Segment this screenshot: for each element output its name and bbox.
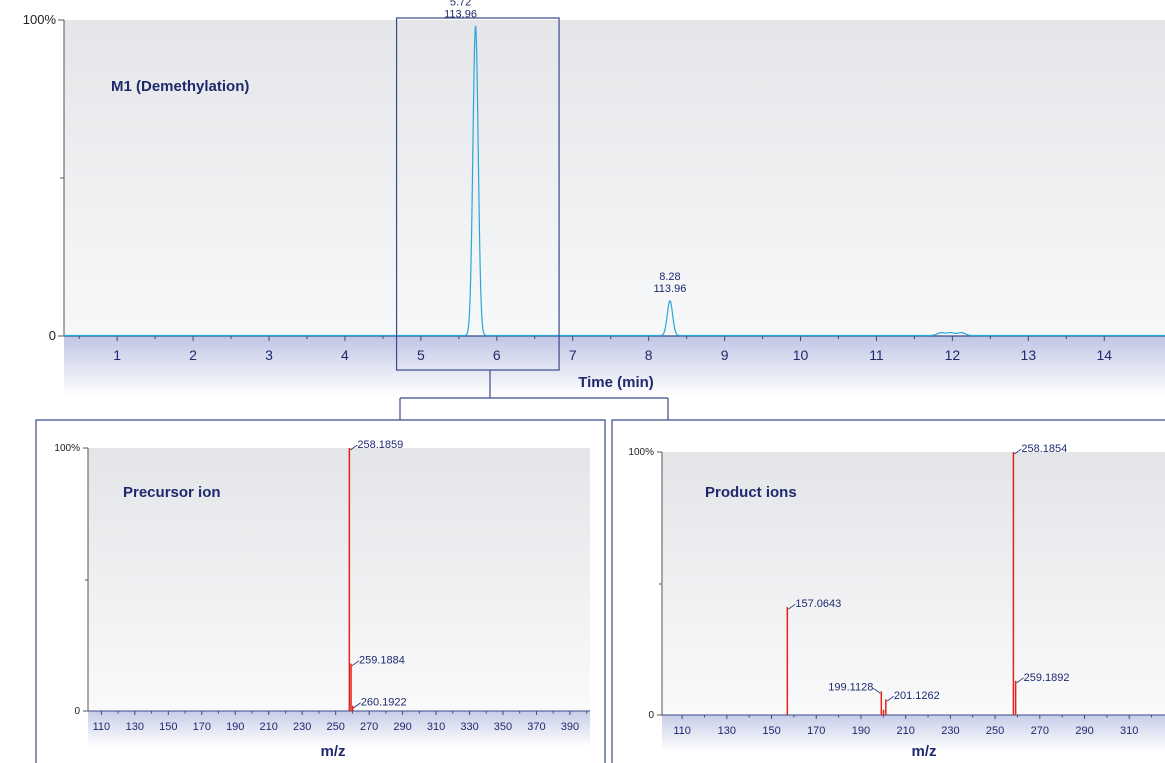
precursor-x-tick-label: 190: [226, 721, 244, 733]
product-x-axis-title: m/z: [911, 743, 936, 760]
product-peak-leader: [1014, 448, 1022, 455]
peak-rt-label: 8.28: [659, 271, 680, 283]
product-x-tick-label: 290: [1075, 725, 1093, 737]
product-peak-leader: [886, 695, 895, 702]
product-peaks: 157.0643 199.1128 201.1262 258.1854 259.1892: [786, 443, 1070, 715]
chromatogram-x-tick-label: 6: [493, 347, 501, 363]
chromatogram-x-tick-label: 7: [569, 347, 577, 363]
precursor-x-tick-label: 150: [159, 721, 177, 733]
precursor-peaks: 258.1859 259.1884 260.1922: [348, 439, 407, 711]
chromatogram-x-tick-label: 14: [1096, 347, 1112, 363]
product-x-tick-label: 310: [1120, 725, 1138, 737]
product-peak-label: 259.1892: [1024, 672, 1070, 684]
product-peak-label: 258.1854: [1021, 443, 1067, 455]
precursor-panel: 100% 0 110 130 150 170 190 210 230 250 270 290 310…: [35, 419, 606, 763]
precursor-title: Precursor ion: [123, 484, 221, 501]
product-panel: 100% 0 110 130 150 170 190 210 230 250 270 290 310…: [611, 419, 1165, 763]
precursor-x-tick-label: 230: [293, 721, 311, 733]
product-x-tick-label: 170: [807, 725, 825, 737]
precursor-axis-band: [88, 711, 590, 747]
product-x-tick-label: 250: [986, 725, 1004, 737]
chromatogram-x-tick-label: 9: [721, 347, 729, 363]
precursor-y-label-top: 100%: [54, 443, 80, 454]
product-peak-label: 157.0643: [795, 598, 841, 610]
product-x-tick-label: 130: [718, 725, 736, 737]
chromatogram-x-axis-title: Time (min): [578, 374, 654, 391]
peak-rt-label: 5.72: [450, 0, 471, 8]
precursor-x-tick-label: 290: [393, 721, 411, 733]
product-x-ticks: 110 130 150 170 190 210 230 250 270 290 310: [673, 715, 1153, 737]
precursor-peak-label: 259.1884: [359, 655, 405, 667]
precursor-x-tick-label: 330: [460, 721, 478, 733]
product-y-label-top: 100%: [628, 447, 654, 458]
chromatogram-x-tick-label: 10: [793, 347, 809, 363]
peak-mz-label: 113.96: [444, 8, 477, 20]
chromatogram-x-tick-label: 1: [113, 347, 121, 363]
product-plot-background: [662, 452, 1165, 715]
peak-mz-label: 113.96: [654, 283, 687, 295]
chromatogram-x-tick-label: 5: [417, 347, 425, 363]
precursor-panel-frame: [35, 419, 606, 763]
chromatogram-axis-band: [64, 336, 1165, 396]
precursor-plot-background: [88, 448, 590, 711]
product-title: Product ions: [705, 484, 797, 501]
precursor-x-tick-label: 250: [326, 721, 344, 733]
selection-connector: [399, 370, 669, 420]
chromatogram-trace: [64, 25, 1165, 337]
chromatogram-panel: 100% 0 1 2 3 4 5 6 7 8 9 10 11 12 13 14 5.72113.968.2…: [23, 0, 1165, 396]
product-y-label-zero: 0: [648, 710, 654, 721]
chromatogram-x-tick-label: 11: [869, 347, 884, 363]
product-x-tick-label: 270: [1031, 725, 1049, 737]
chromatogram-x-tick-label: 12: [945, 347, 961, 363]
precursor-peak-leader: [353, 702, 361, 709]
precursor-x-tick-label: 310: [427, 721, 445, 733]
chromatogram-plot-background: [64, 20, 1165, 336]
product-axis-band: [662, 715, 1165, 751]
precursor-x-tick-label: 350: [494, 721, 512, 733]
product-x-tick-label: 150: [762, 725, 780, 737]
chromatogram-x-tick-label: 13: [1021, 347, 1037, 363]
precursor-peak-leader: [350, 444, 358, 451]
product-panel-frame: [611, 419, 1165, 763]
product-peak-leader: [1016, 677, 1024, 684]
product-x-tick-label: 190: [852, 725, 870, 737]
precursor-x-tick-label: 130: [126, 721, 144, 733]
chromatogram-x-tick-label: 3: [265, 347, 273, 363]
product-peak-leader: [788, 603, 796, 610]
chromatogram-x-tick-label: 8: [645, 347, 653, 363]
chromatogram-y-label-zero: 0: [49, 328, 56, 343]
precursor-x-ticks: 110 130 150 170 190 210 230 250 270 290 310 330 350 3…: [93, 711, 588, 733]
precursor-peak-label: 258.1859: [357, 439, 403, 451]
precursor-x-tick-label: 110: [93, 721, 111, 733]
product-peak-label: 201.1262: [894, 690, 940, 702]
chromatogram-title: M1 (Demethylation): [111, 78, 249, 95]
precursor-y-label-zero: 0: [74, 706, 80, 717]
precursor-x-tick-label: 390: [561, 721, 579, 733]
precursor-peak-label: 260.1922: [361, 697, 407, 709]
chromatogram-x-tick-label: 2: [189, 347, 197, 363]
product-x-tick-label: 230: [941, 725, 959, 737]
product-peak-label: 199.1128: [828, 681, 873, 693]
precursor-x-tick-label: 210: [260, 721, 278, 733]
chromatogram-selection-box: [395, 17, 560, 371]
product-x-tick-label: 110: [673, 725, 691, 737]
precursor-x-tick-label: 370: [527, 721, 545, 733]
product-x-tick-label: 210: [896, 725, 914, 737]
product-peak-leader: [873, 688, 881, 694]
precursor-x-tick-label: 170: [193, 721, 211, 733]
precursor-peak-leader: [351, 660, 360, 666]
precursor-x-axis-title: m/z: [320, 743, 345, 760]
precursor-x-tick-label: 270: [360, 721, 378, 733]
chromatogram-y-label-top: 100%: [23, 12, 57, 27]
chromatogram-x-tick-label: 4: [341, 347, 349, 363]
